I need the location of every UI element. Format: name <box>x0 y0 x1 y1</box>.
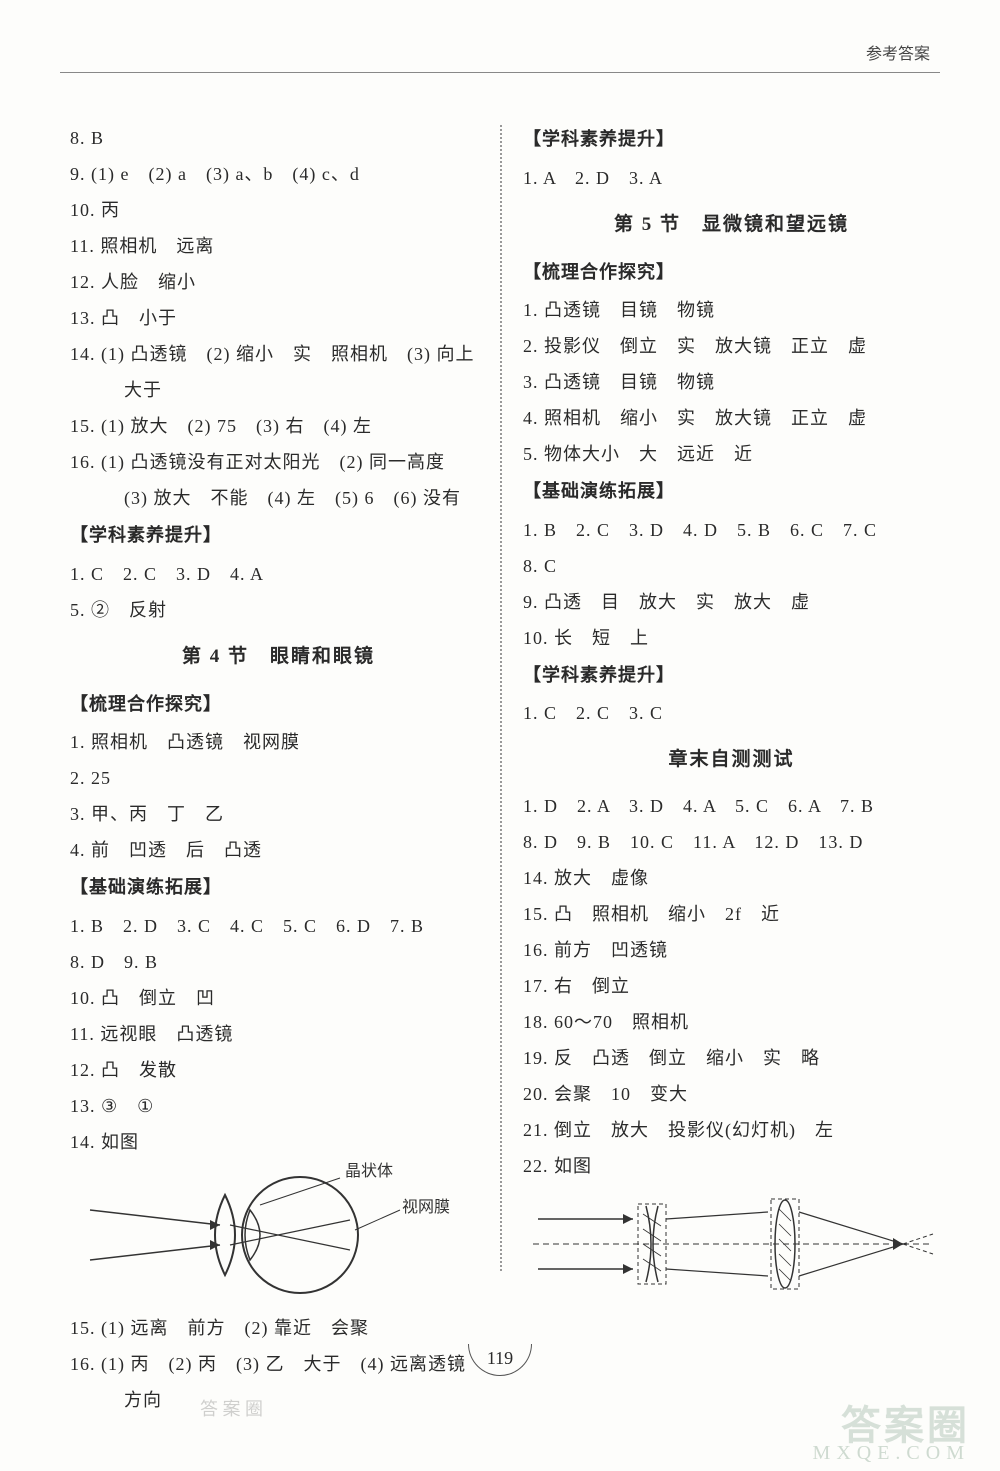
section-heading: 【学科素养提升】 <box>523 656 940 696</box>
answer-line: 3. 甲、丙 丁 乙 <box>70 796 487 832</box>
section-heading: 【基础演练拓展】 <box>70 868 487 908</box>
page-number: 119 <box>0 1344 1000 1376</box>
answer-line: 9. (1) e (2) a (3) a、b (4) c、d <box>70 156 487 192</box>
answer-line: 5. ② 反射 <box>70 592 487 628</box>
answer-line: 9. 凸透 目 放大 实 放大 虚 <box>523 584 940 620</box>
answer-line: 21. 倒立 放大 投影仪(幻灯机) 左 <box>523 1112 940 1148</box>
answer-line: 1. C 2. C 3. C <box>523 695 940 731</box>
left-column: 8. B 9. (1) e (2) a (3) a、b (4) c、d 10. … <box>70 120 505 1418</box>
answer-line: 19. 反 凸透 倒立 缩小 实 略 <box>523 1040 940 1076</box>
answer-line: 4. 照相机 缩小 实 放大镜 正立 虚 <box>523 400 940 436</box>
answer-line: 15. (1) 放大 (2) 75 (3) 右 (4) 左 <box>70 408 487 444</box>
answer-line: 8. D 9. B <box>70 944 487 980</box>
watermark-url: MXQE.COM <box>813 1442 970 1465</box>
answer-line: 13. 凸 小于 <box>70 300 487 336</box>
label-shiwangmo: 视网膜 <box>402 1198 450 1216</box>
answer-line: 15. 凸 照相机 缩小 2f 近 <box>523 896 940 932</box>
answer-line: 10. 凸 倒立 凹 <box>70 980 487 1016</box>
answer-line: 16. 前方 凹透镜 <box>523 932 940 968</box>
right-column: 【学科素养提升】 1. A 2. D 3. A 第 5 节 显微镜和望远镜 【梳… <box>505 120 940 1418</box>
answer-line: 1. D 2. A 3. D 4. A 5. C 6. A 7. B <box>523 788 940 824</box>
answer-line: 10. 长 短 上 <box>523 620 940 656</box>
section-heading: 【梳理合作探究】 <box>70 685 487 725</box>
answer-line: 1. B 2. D 3. C 4. C 5. C 6. D 7. B <box>70 908 487 944</box>
faint-watermark: 答 案 圈 <box>200 1395 263 1421</box>
header-divider <box>60 72 940 73</box>
answer-line: 16. (1) 凸透镜没有正对太阳光 (2) 同一高度 <box>70 444 487 480</box>
answer-line: 大于 <box>70 372 487 408</box>
answer-line: 2. 25 <box>70 760 487 796</box>
answer-line: 18. 60～70 照相机 <box>523 1004 940 1040</box>
answer-line: (3) 放大 不能 (4) 左 (5) 6 (6) 没有 <box>70 480 487 516</box>
section-heading: 【学科素养提升】 <box>523 120 940 160</box>
section-heading: 【学科素养提升】 <box>70 516 487 556</box>
section-title: 第 4 节 眼睛和眼镜 <box>70 628 487 685</box>
answer-line: 13. ③ ① <box>70 1088 487 1124</box>
answer-line: 3. 凸透镜 目镜 物镜 <box>523 364 940 400</box>
answer-line: 8. B <box>70 120 487 156</box>
answer-line: 11. 照相机 远离 <box>70 228 487 264</box>
answer-line: 20. 会聚 10 变大 <box>523 1076 940 1112</box>
answer-line: 1. A 2. D 3. A <box>523 160 940 196</box>
answer-line: 17. 右 倒立 <box>523 968 940 1004</box>
answer-line: 4. 前 凹透 后 凸透 <box>70 832 487 868</box>
answer-line: 5. 物体大小 大 远近 近 <box>523 436 940 472</box>
section-title: 章末自测测试 <box>523 731 940 788</box>
telescope-diagram <box>523 1184 940 1304</box>
answer-line: 8. D 9. B 10. C 11. A 12. D 13. D <box>523 824 940 860</box>
answer-line: 1. C 2. C 3. D 4. A <box>70 556 487 592</box>
answer-line: 14. 如图 <box>70 1124 487 1160</box>
eye-diagram: 晶状体 视网膜 <box>70 1160 487 1310</box>
header-title: 参考答案 <box>866 40 930 64</box>
answer-line: 方向 <box>70 1382 487 1418</box>
answer-line: 14. (1) 凸透镜 (2) 缩小 实 照相机 (3) 向上 <box>70 336 487 372</box>
answer-line: 1. B 2. C 3. D 4. D 5. B 6. C 7. C <box>523 512 940 548</box>
section-heading: 【基础演练拓展】 <box>523 472 940 512</box>
answer-line: 22. 如图 <box>523 1148 940 1184</box>
section-heading: 【梳理合作探究】 <box>523 253 940 293</box>
answer-line: 1. 照相机 凸透镜 视网膜 <box>70 724 487 760</box>
answer-line: 10. 丙 <box>70 192 487 228</box>
answer-line: 14. 放大 虚像 <box>523 860 940 896</box>
content-area: 8. B 9. (1) e (2) a (3) a、b (4) c、d 10. … <box>70 120 940 1418</box>
answer-line: 2. 投影仪 倒立 实 放大镜 正立 虚 <box>523 328 940 364</box>
page-number-text: 119 <box>468 1344 532 1376</box>
answer-line: 11. 远视眼 凸透镜 <box>70 1016 487 1052</box>
label-jingzhuangti: 晶状体 <box>345 1162 393 1180</box>
answer-line: 12. 凸 发散 <box>70 1052 487 1088</box>
answer-line: 12. 人脸 缩小 <box>70 264 487 300</box>
section-title: 第 5 节 显微镜和望远镜 <box>523 196 940 253</box>
answer-line: 8. C <box>523 548 940 584</box>
answer-line: 1. 凸透镜 目镜 物镜 <box>523 292 940 328</box>
answer-line: 15. (1) 远离 前方 (2) 靠近 会聚 <box>70 1310 487 1346</box>
